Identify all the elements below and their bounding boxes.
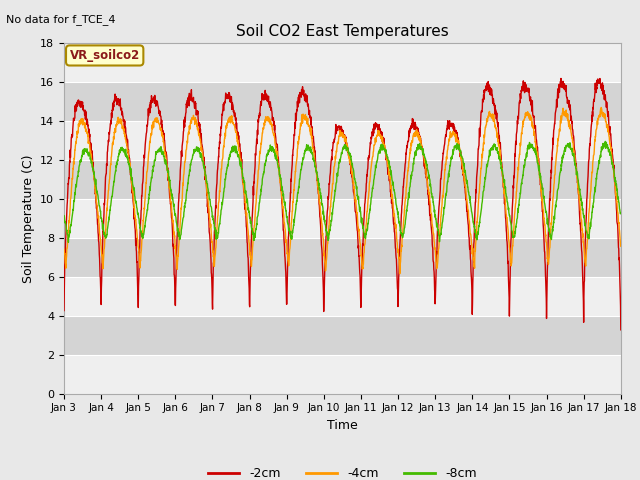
Bar <box>64 316 621 355</box>
Bar <box>64 43 621 82</box>
Bar <box>64 160 621 199</box>
Bar <box>64 121 621 160</box>
Bar <box>64 82 621 121</box>
Text: No data for f_TCE_4: No data for f_TCE_4 <box>6 14 116 25</box>
Bar <box>64 238 621 277</box>
Y-axis label: Soil Temperature (C): Soil Temperature (C) <box>22 154 35 283</box>
Bar <box>64 199 621 238</box>
X-axis label: Time: Time <box>327 419 358 432</box>
Bar <box>64 277 621 316</box>
Bar <box>64 355 621 394</box>
Legend: -2cm, -4cm, -8cm: -2cm, -4cm, -8cm <box>204 462 481 480</box>
Title: Soil CO2 East Temperatures: Soil CO2 East Temperatures <box>236 24 449 39</box>
Text: VR_soilco2: VR_soilco2 <box>70 49 140 62</box>
